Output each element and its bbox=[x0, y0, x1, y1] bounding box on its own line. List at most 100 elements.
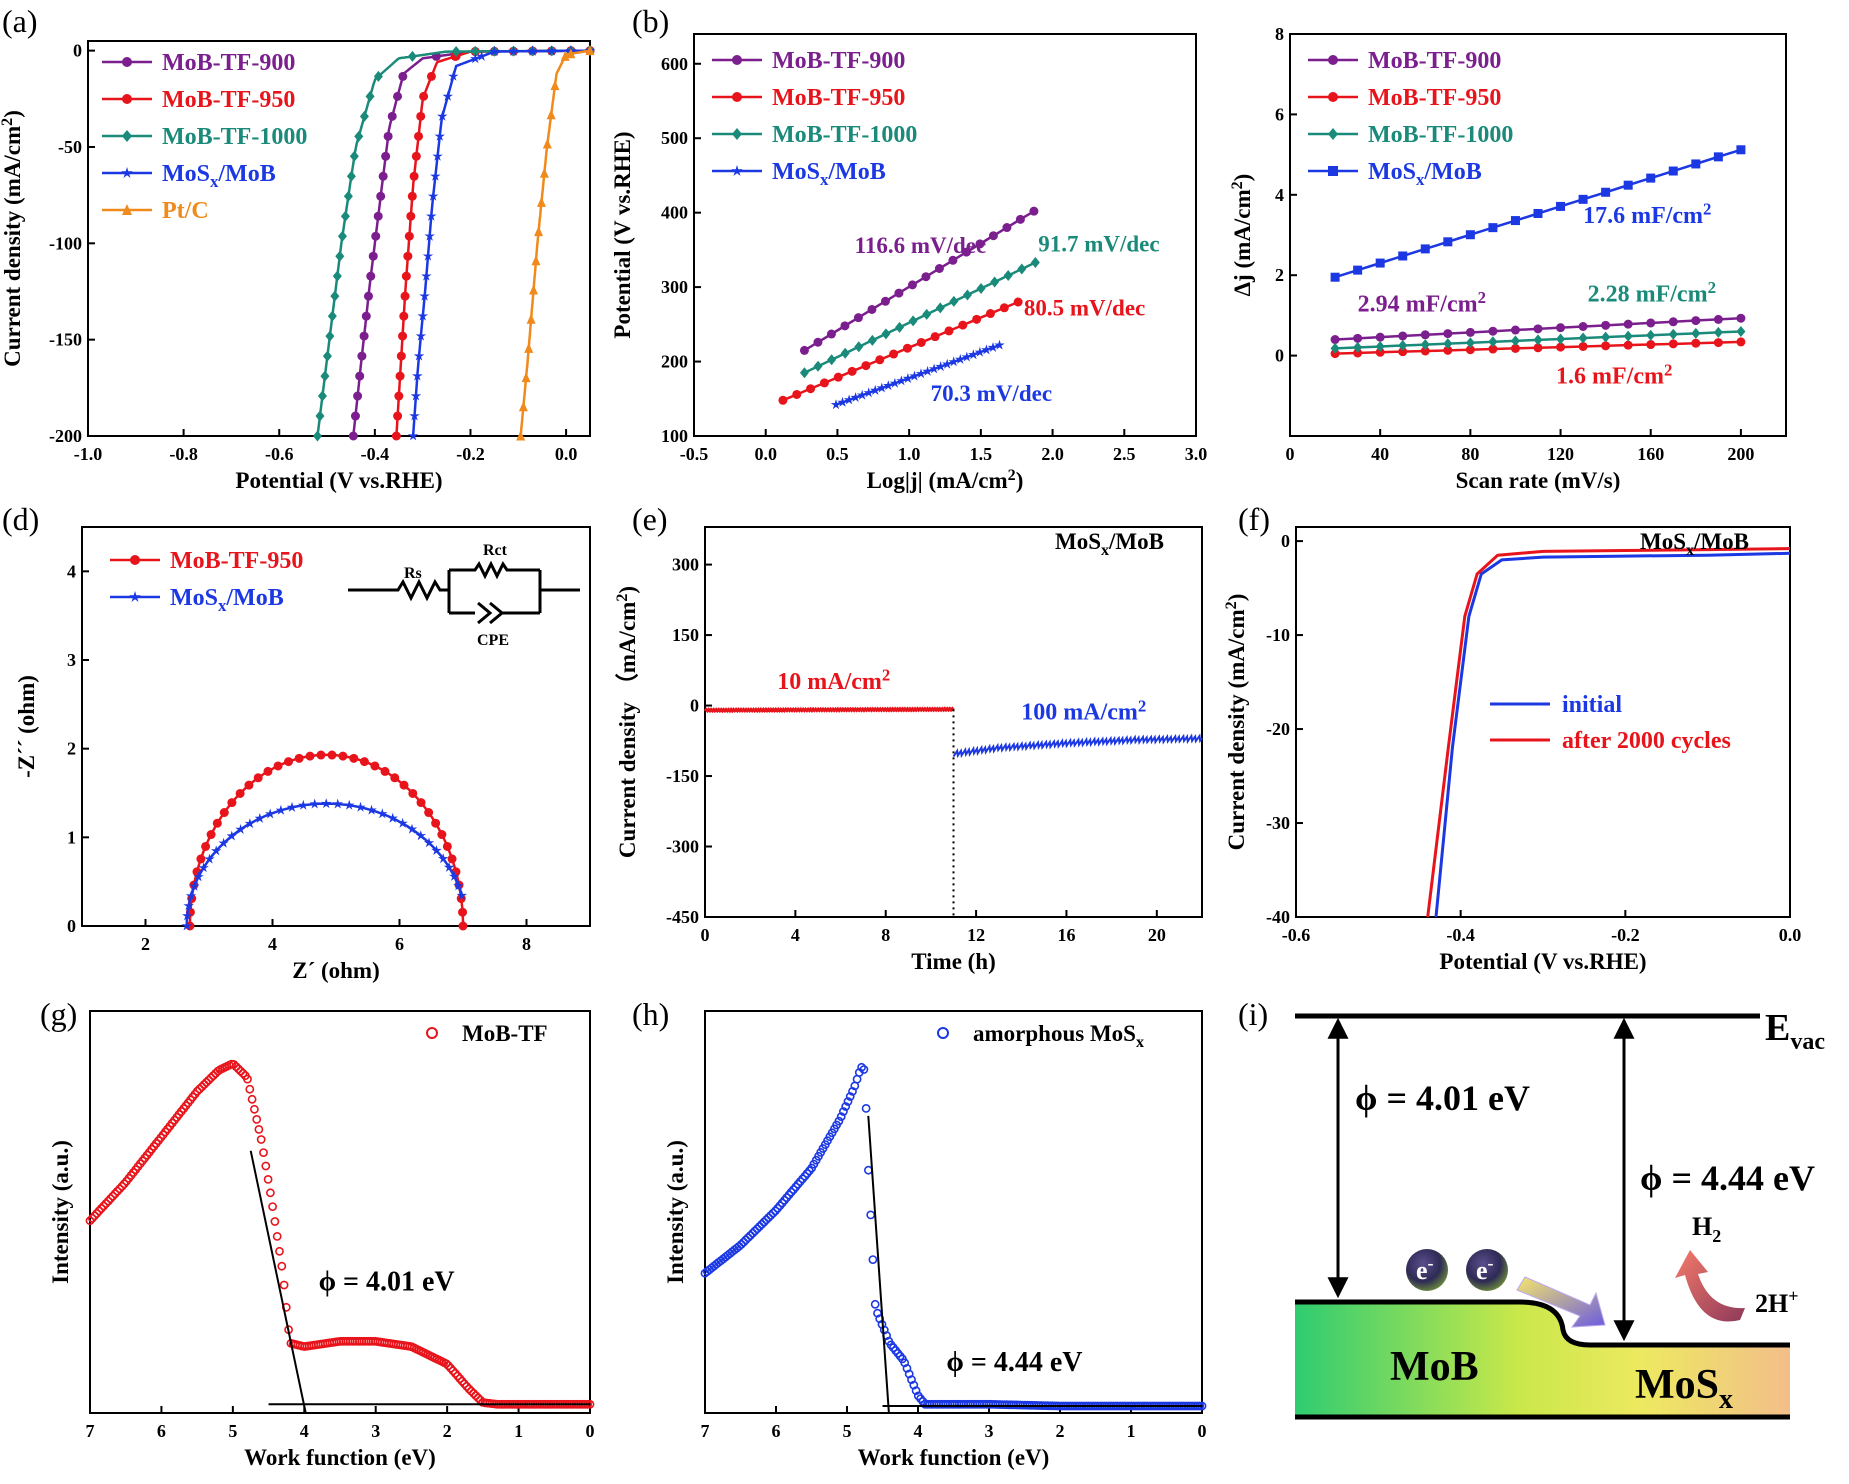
data-point bbox=[755, 1222, 764, 1231]
data-point bbox=[464, 1384, 474, 1394]
data-point bbox=[843, 394, 855, 405]
y-tick-label: 8 bbox=[1275, 24, 1284, 44]
data-point bbox=[875, 355, 885, 365]
data-point bbox=[757, 1219, 767, 1229]
data-point bbox=[1510, 216, 1520, 226]
x-tick-label: 6 bbox=[772, 1421, 781, 1441]
data-point bbox=[286, 801, 298, 812]
panel-g-work-function-mob: 7 6 5 4 3 2 1 0 Work function (eV) Intensity (a.u… bbox=[48, 1010, 595, 1470]
data-point bbox=[218, 837, 229, 848]
data-point bbox=[273, 761, 283, 771]
data-point bbox=[426, 210, 437, 221]
data-point bbox=[1713, 338, 1723, 348]
capacitance-annotation: 2.94 mF/cm2 bbox=[1358, 288, 1486, 317]
data-point bbox=[417, 310, 428, 321]
y-tick-label: 200 bbox=[661, 352, 688, 372]
x-tick-label: 12 bbox=[967, 925, 985, 945]
y-axis-label: Current density (mA/cm2) bbox=[0, 110, 25, 367]
data-point bbox=[961, 247, 971, 257]
data-point bbox=[1668, 328, 1678, 340]
data-point bbox=[398, 71, 408, 81]
data-point bbox=[881, 328, 891, 340]
y-axis-label: -Z´´ (ohm) bbox=[14, 675, 39, 778]
data-point bbox=[473, 1393, 483, 1403]
x-axis-label: Work function (eV) bbox=[244, 1445, 436, 1470]
data-point bbox=[312, 430, 322, 442]
data-point bbox=[320, 370, 330, 382]
data-point bbox=[437, 830, 447, 840]
x-axis-label: Log|j| (mA/cm2) bbox=[867, 467, 1024, 493]
data-point bbox=[1375, 340, 1385, 352]
data-point bbox=[332, 798, 343, 809]
data-point bbox=[327, 310, 337, 322]
data-point bbox=[196, 854, 206, 864]
data-point bbox=[231, 1062, 241, 1071]
mosx-label: MoSx bbox=[1635, 1362, 1733, 1415]
data-point bbox=[353, 391, 363, 401]
data-point bbox=[508, 45, 519, 56]
data-point bbox=[534, 226, 544, 237]
data-point bbox=[409, 171, 419, 181]
data-point bbox=[219, 808, 229, 818]
data-point bbox=[448, 70, 459, 81]
data-point bbox=[1013, 297, 1023, 307]
data-point bbox=[908, 315, 918, 327]
data-point bbox=[1646, 340, 1656, 350]
x-tick-label: 0 bbox=[1198, 1421, 1207, 1441]
data-point bbox=[1736, 145, 1746, 155]
legend-label: MoB-TF-950 bbox=[170, 548, 303, 574]
x-tick-label: 0.0 bbox=[754, 444, 777, 464]
data-point bbox=[409, 410, 420, 421]
data-point bbox=[343, 190, 353, 202]
data-point bbox=[113, 1186, 122, 1196]
data-point bbox=[204, 853, 215, 864]
data-point bbox=[830, 399, 842, 410]
data-point bbox=[316, 750, 326, 760]
data-point bbox=[110, 1189, 120, 1199]
data-point bbox=[748, 1228, 758, 1238]
data-point bbox=[550, 80, 560, 91]
legend-marker bbox=[1328, 92, 1338, 102]
legend-marker bbox=[122, 130, 132, 142]
data-point bbox=[370, 761, 380, 771]
data-point bbox=[870, 1299, 880, 1309]
y-tick-label: 300 bbox=[672, 555, 699, 575]
data-point bbox=[1420, 330, 1430, 340]
y-axis-label: Current density (mA/cm2) bbox=[1223, 594, 1249, 851]
y-tick-label: 1 bbox=[67, 827, 76, 847]
data-point bbox=[182, 910, 193, 921]
data-point bbox=[955, 354, 966, 364]
data-point bbox=[546, 109, 556, 120]
data-point bbox=[1668, 166, 1678, 176]
y-tick-label: 0 bbox=[1281, 531, 1290, 551]
y-tick-label: -20 bbox=[1266, 719, 1290, 739]
cpe-element bbox=[477, 601, 505, 625]
data-point bbox=[889, 349, 899, 359]
data-point bbox=[859, 1065, 869, 1074]
band-edge-line bbox=[1295, 1299, 1790, 1348]
data-point bbox=[1736, 325, 1746, 337]
y-tick-label: 0 bbox=[1275, 346, 1284, 366]
data-point bbox=[1533, 343, 1543, 353]
data-point bbox=[335, 250, 345, 262]
data-point bbox=[1623, 319, 1633, 329]
data-point bbox=[1533, 334, 1543, 346]
data-point bbox=[560, 50, 570, 61]
x-tick-label: 0.5 bbox=[826, 444, 849, 464]
work-function-annotation: ϕ = 4.44 eV bbox=[946, 1347, 1082, 1378]
data-point bbox=[447, 854, 457, 864]
data-point bbox=[442, 90, 453, 101]
legend-label: amorphous MoSx bbox=[973, 1021, 1144, 1051]
data-point bbox=[338, 751, 348, 761]
data-point bbox=[1443, 338, 1453, 350]
x-tick-label: -0.6 bbox=[265, 444, 294, 464]
data-point bbox=[85, 1216, 95, 1226]
data-point bbox=[778, 395, 788, 405]
data-point bbox=[410, 390, 422, 401]
data-point bbox=[325, 330, 335, 342]
rs-resistor bbox=[348, 578, 449, 602]
x-tick-label: -0.2 bbox=[1611, 925, 1640, 945]
edge-fit-line bbox=[249, 1150, 307, 1414]
evac-label: Evac bbox=[1765, 1007, 1825, 1055]
rct-branch bbox=[447, 560, 580, 615]
